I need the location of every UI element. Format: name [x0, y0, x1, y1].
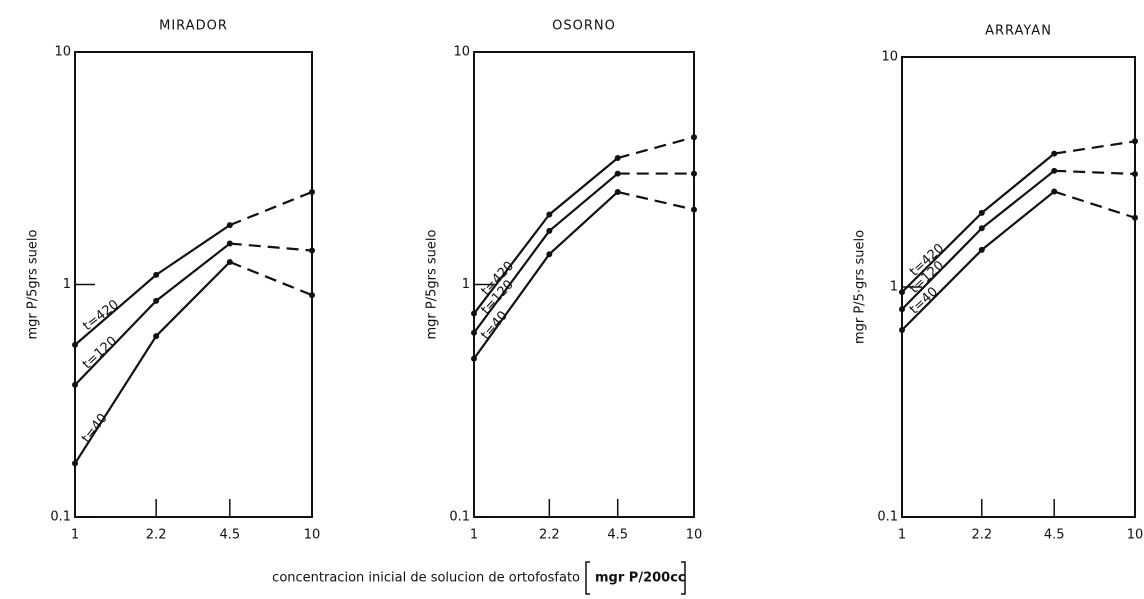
- series-segment: [1053, 190, 1136, 219]
- data-point: [309, 247, 315, 254]
- series-segment: [229, 242, 313, 252]
- series-segment: [229, 190, 313, 227]
- data-point: [1051, 167, 1058, 174]
- series-segment: [901, 249, 983, 331]
- data-point: [153, 333, 160, 340]
- data-point: [899, 327, 905, 334]
- y-tick-label: 0.1: [449, 510, 470, 525]
- y-tick-label: 10: [881, 50, 898, 65]
- y-tick-label: 0.1: [877, 510, 898, 525]
- data-point: [978, 246, 985, 253]
- data-point: [72, 381, 78, 388]
- data-point: [471, 310, 477, 317]
- series-segment: [901, 227, 983, 311]
- data-point: [691, 170, 697, 177]
- data-point: [153, 297, 160, 304]
- data-point: [1132, 214, 1138, 221]
- y-tick-label: 10: [453, 45, 470, 60]
- x-tick-label: 4.5: [219, 528, 240, 543]
- x-tick-label: 1: [470, 528, 478, 543]
- series-label: t=120: [80, 334, 120, 373]
- data-point: [309, 188, 315, 195]
- series-label: t=420: [80, 297, 121, 334]
- data-point: [691, 206, 697, 213]
- series-segment: [155, 242, 231, 302]
- data-point: [546, 251, 553, 258]
- series-segment: [548, 191, 619, 256]
- chart-title: ARRAYAN: [985, 24, 1052, 39]
- series-segment: [74, 300, 157, 386]
- data-point: [226, 222, 233, 229]
- data-point: [309, 292, 315, 299]
- x-tick-label: 2.2: [146, 528, 167, 543]
- data-point: [546, 211, 553, 218]
- data-point: [1132, 138, 1138, 145]
- data-point: [471, 329, 477, 336]
- y-tick-label: 1: [462, 277, 470, 292]
- data-point: [72, 460, 78, 467]
- x-tick-label: 1: [898, 528, 906, 543]
- series-segment: [473, 253, 551, 360]
- x-tick-label: 2.2: [539, 528, 560, 543]
- data-point: [546, 227, 553, 234]
- y-axis-label: mgr P/5grs suelo: [425, 229, 440, 339]
- data-point: [226, 240, 233, 247]
- chart-title: OSORNO: [552, 19, 616, 34]
- data-point: [1051, 188, 1058, 195]
- y-tick-label: 1: [890, 280, 898, 295]
- data-point: [471, 355, 477, 362]
- data-point: [1132, 170, 1138, 177]
- series-segment: [1054, 140, 1136, 155]
- data-point: [978, 209, 985, 216]
- x-tick-label: 10: [304, 528, 321, 543]
- data-point: [899, 306, 905, 313]
- x-tick-label: 10: [686, 528, 703, 543]
- x-axis-unit: mgr P/200cc: [595, 571, 686, 586]
- data-point: [614, 170, 621, 177]
- series-segment: [981, 169, 1055, 230]
- x-tick-label: 10: [1127, 528, 1144, 543]
- series-segment: [981, 190, 1055, 251]
- series-segment: [548, 157, 619, 216]
- data-point: [72, 341, 78, 348]
- chart-title: MIRADOR: [159, 19, 228, 34]
- series-segment: [155, 224, 231, 276]
- plot-frame: [74, 51, 313, 518]
- y-axis-label: mgr P/5grs suelo: [26, 229, 41, 339]
- data-point: [691, 134, 697, 141]
- series-segment: [548, 172, 619, 232]
- y-tick-label: 1: [63, 277, 71, 292]
- series-segment: [617, 136, 695, 160]
- series-segment: [473, 213, 551, 315]
- data-point: [614, 188, 621, 195]
- unit-brackets: [585, 561, 686, 595]
- y-tick-label: 10: [54, 45, 71, 60]
- series-segment: [74, 335, 158, 465]
- y-axis-label: mgr P/5·grs suelo: [853, 230, 868, 344]
- x-tick-label: 4.5: [1044, 528, 1065, 543]
- plot-frame: [901, 56, 1136, 518]
- series-segment: [473, 230, 551, 334]
- series-segment: [901, 212, 983, 293]
- data-point: [899, 289, 905, 296]
- series-segment: [981, 152, 1055, 214]
- x-tick-label: 2.2: [971, 528, 992, 543]
- series-segment: [74, 274, 157, 346]
- x-tick-label: 4.5: [607, 528, 628, 543]
- y-tick-label: 0.1: [50, 510, 71, 525]
- x-tick-label: 1: [71, 528, 79, 543]
- x-axis-label: concentracion inicial de solucion de ort…: [272, 571, 580, 586]
- data-point: [226, 258, 233, 265]
- series-segment: [229, 260, 313, 297]
- data-point: [1051, 150, 1058, 157]
- series-segment: [617, 190, 695, 211]
- series-segment: [1054, 169, 1136, 176]
- data-point: [614, 155, 621, 162]
- data-point: [153, 271, 160, 278]
- series-segment: [155, 261, 231, 337]
- data-point: [978, 225, 985, 232]
